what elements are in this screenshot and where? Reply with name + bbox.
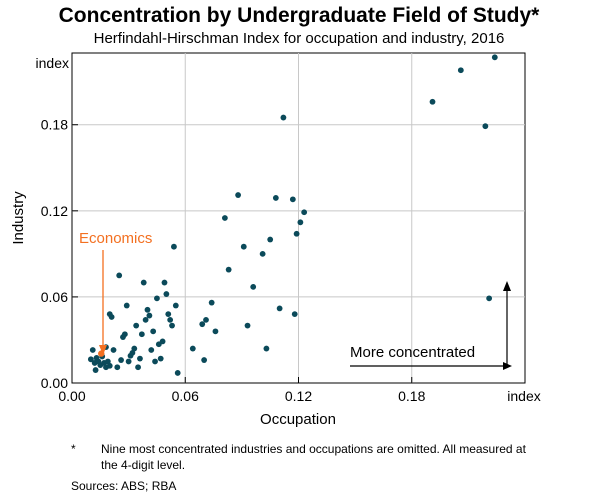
scatter-point	[429, 98, 436, 105]
y-axis-ticks: 0.00 0.06 0.12 0.18	[41, 117, 78, 391]
sources-note: Sources: ABS; RBA	[71, 479, 177, 493]
x-tick-label: 0.06	[172, 388, 199, 404]
scatter-point	[116, 272, 123, 279]
scatter-point	[457, 67, 464, 74]
chart-subtitle: Herfindahl-Hirschman Index for occupatio…	[94, 30, 505, 47]
scatter-point	[106, 362, 113, 369]
scatter-point	[154, 295, 160, 302]
scatter-point	[133, 322, 140, 329]
y-tick-label: 0.12	[41, 203, 68, 219]
y-axis-unit: index	[36, 55, 69, 71]
footnote: * Nine most concentrated industries and …	[71, 441, 541, 473]
scatter-point	[157, 355, 164, 362]
scatter-point	[486, 295, 493, 302]
scatter-point	[131, 345, 138, 352]
scatter-point	[150, 328, 157, 335]
scatter-point	[235, 192, 242, 198]
grid-lines	[72, 53, 525, 383]
x-axis-unit: index	[507, 388, 540, 404]
scatter-point	[208, 299, 215, 306]
scatter-point	[291, 311, 298, 318]
scatter-point	[138, 331, 145, 338]
scatter-point	[172, 302, 179, 309]
scatter-point	[280, 114, 287, 121]
scatter-point	[240, 243, 247, 250]
scatter-point	[169, 322, 175, 329]
y-tick-label: 0.00	[41, 375, 68, 391]
scatter-point	[263, 345, 270, 352]
scatter-point	[161, 279, 168, 286]
scatter-point	[110, 347, 117, 353]
scatter-point	[125, 358, 132, 365]
scatter-point	[135, 364, 141, 371]
scatter-point	[118, 357, 124, 363]
scatter-point	[250, 283, 257, 290]
y-axis-label: Industry	[10, 191, 27, 245]
more-concentrated-annotation: More concentrated	[350, 344, 475, 361]
scatter-point	[142, 316, 149, 323]
scatter-point	[163, 291, 170, 297]
chart-title: Concentration by Undergraduate Field of …	[59, 4, 541, 27]
scatter-point	[121, 331, 128, 338]
scatter-point	[165, 311, 172, 318]
scatter-point	[171, 243, 177, 250]
x-axis-ticks: 0.00 0.06 0.12 0.18	[58, 377, 426, 404]
annotation-up-arrowhead	[503, 281, 511, 291]
scatter-point	[144, 306, 151, 313]
scatter-point	[89, 347, 96, 353]
scatter-point	[148, 347, 155, 353]
scatter-point	[108, 314, 115, 320]
scatter-point	[267, 236, 274, 243]
scatter-points	[87, 54, 498, 376]
scatter-point	[92, 367, 99, 373]
scatter-point	[137, 355, 143, 362]
scatter-point	[289, 196, 296, 203]
footnote-text: Nine most concentrated industries and oc…	[101, 442, 526, 472]
scatter-point	[212, 328, 219, 335]
scatter-point	[189, 345, 196, 352]
x-tick-label: 0.00	[58, 388, 85, 404]
scatter-point	[244, 322, 251, 329]
scatter-point	[221, 215, 228, 221]
footnote-marker: *	[71, 442, 76, 456]
scatter-point	[225, 266, 232, 273]
scatter-point	[259, 250, 266, 257]
economics-label: Economics	[79, 230, 152, 247]
scatter-point	[297, 219, 304, 226]
scatter-point	[152, 358, 158, 365]
scatter-point	[87, 356, 94, 363]
scatter-point	[174, 370, 181, 376]
x-axis-label: Occupation	[260, 411, 336, 428]
scatter-point	[159, 338, 166, 345]
x-tick-label: 0.12	[285, 388, 312, 404]
y-tick-label: 0.18	[41, 117, 68, 133]
scatter-point	[272, 195, 279, 201]
x-tick-label: 0.18	[398, 388, 425, 404]
scatter-point	[167, 316, 174, 323]
economics-pointer-arrowhead	[99, 345, 107, 355]
scatter-point	[203, 316, 209, 323]
scatter-point	[114, 364, 121, 371]
y-tick-label: 0.06	[41, 289, 68, 305]
scatter-point	[482, 123, 489, 130]
scatter-point	[123, 302, 130, 309]
scatter-point	[146, 312, 153, 319]
scatter-point	[276, 305, 283, 312]
scatter-point	[199, 321, 206, 328]
scatter-point	[293, 230, 300, 237]
scatter-point	[301, 209, 308, 216]
scatter-point	[140, 279, 147, 286]
scatter-point	[491, 54, 498, 61]
scatter-point	[201, 357, 208, 363]
